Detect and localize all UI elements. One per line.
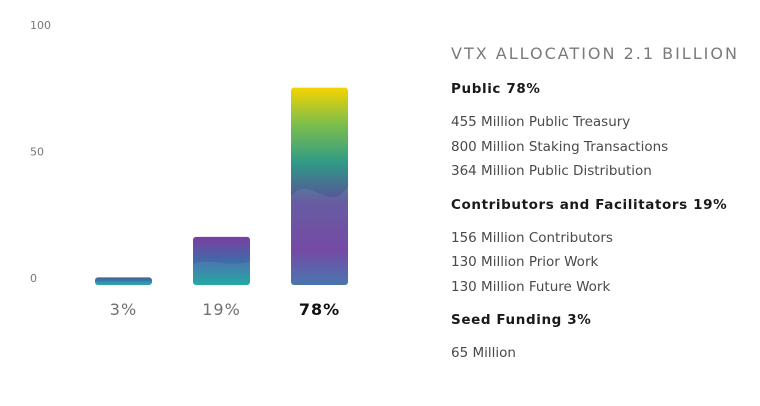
section-items: 156 Million Contributors 130 Million Pri… [451, 226, 756, 300]
x-tick-label: 19% [202, 300, 241, 319]
y-tick-label: 0 [30, 272, 37, 285]
section-public: Public 78% 455 Million Public Treasury 8… [451, 81, 756, 184]
allocation-bar-chart: 0 50 100 3% 19% 78% [30, 19, 348, 319]
allocation-panel: VTX ALLOCATION 2.1 BILLION Public 78% 45… [451, 44, 756, 379]
section-heading: Seed Funding 3% [451, 312, 592, 328]
x-axis-labels: 3% 19% 78% [110, 300, 340, 319]
y-axis: 0 50 100 [30, 19, 51, 285]
bar-2 [193, 236, 250, 285]
list-item: 800 Million Staking Transactions [451, 138, 669, 155]
list-item: 65 Million [451, 345, 516, 361]
section-items: 65 Million [451, 341, 756, 366]
section-heading: Public 78% [451, 81, 541, 97]
x-tick-label: 3% [110, 300, 137, 319]
list-item: 364 Million Public Distribution [451, 163, 652, 179]
x-tick-label: 78% [299, 300, 340, 319]
list-item: 156 Million Contributors [451, 229, 613, 246]
bars [95, 87, 348, 285]
allocation-title: VTX ALLOCATION 2.1 BILLION [451, 44, 739, 63]
bar-3 [291, 87, 348, 285]
section-items: 455 Million Public Treasury 800 Million … [451, 110, 756, 184]
y-tick-label: 50 [30, 146, 44, 159]
y-tick-label: 100 [30, 19, 51, 32]
list-item: 130 Million Prior Work [451, 254, 599, 270]
list-item: 130 Million Future Work [451, 278, 611, 295]
section-seed-funding: Seed Funding 3% 65 Million [451, 312, 756, 366]
bar-texture-2 [193, 260, 250, 285]
section-heading: Contributors and Facilitators 19% [451, 196, 728, 213]
section-contributors: Contributors and Facilitators 19% 156 Mi… [451, 197, 756, 300]
bar-texture-3 [291, 186, 348, 285]
list-item: 455 Million Public Treasury [451, 114, 631, 130]
bar-texture-1 [95, 281, 152, 285]
bar-1 [95, 277, 152, 285]
